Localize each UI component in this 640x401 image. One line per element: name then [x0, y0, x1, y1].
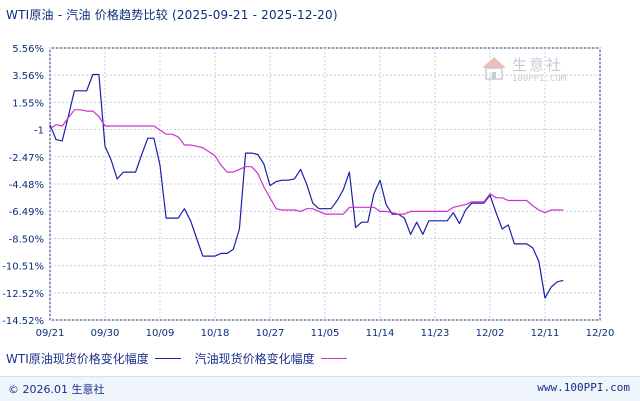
footer-copyright: © 2026.01 生意社 [8, 383, 105, 396]
chart-title: WTI原油 - 汽油 价格趋势比较 (2025-09-21 - 2025-12-… [6, 6, 338, 23]
chart-date-range: (2025-09-21 - 2025-12-20) [171, 8, 338, 22]
legend-swatch-gasoline [320, 358, 347, 359]
x-tick-label: 10/18 [201, 328, 230, 339]
y-tick-label: 5.56% [12, 44, 44, 55]
watermark: 生意社 100PPI.COM [480, 52, 590, 92]
series-line-gasoline [49, 109, 564, 215]
x-tick-label: 12/11 [531, 328, 560, 339]
watermark-url: 100PPI.COM [512, 74, 567, 84]
y-tick-label: -4.48% [9, 180, 44, 191]
x-tick-label: 09/21 [36, 328, 65, 339]
x-tick-label: 10/09 [146, 328, 175, 339]
y-tick-label: -2.47% [9, 153, 44, 164]
x-tick-label: 11/23 [421, 328, 450, 339]
watermark-name: 生意社 [512, 56, 564, 74]
y-tick-label: -1 [34, 126, 44, 137]
x-tick-label: 11/14 [366, 328, 395, 339]
y-tick-label: -14.52% [2, 316, 44, 327]
legend-swatch-wti [154, 358, 181, 359]
y-tick-label: -10.51% [2, 262, 44, 273]
x-tick-label: 12/20 [586, 328, 615, 339]
chart-legend: WTI原油现货价格变化幅度 汽油现货价格变化幅度 [6, 350, 357, 367]
legend-label-wti: WTI原油现货价格变化幅度 [6, 352, 149, 366]
legend-item-wti: WTI原油现货价格变化幅度 [6, 350, 181, 367]
x-tick-label: 09/30 [91, 328, 120, 339]
footer-bar: © 2026.01 生意社 www.100PPI.com [0, 376, 640, 401]
y-tick-label: -8.50% [9, 234, 44, 245]
y-tick-label: 3.56% [12, 71, 44, 82]
x-tick-label: 12/02 [476, 328, 505, 339]
series-line-wti [49, 73, 564, 299]
chart-title-text: WTI原油 - 汽油 价格趋势比较 [6, 8, 168, 22]
x-tick-label: 10/27 [256, 328, 285, 339]
y-tick-label: -6.49% [9, 207, 44, 218]
legend-label-gasoline: 汽油现货价格变化幅度 [194, 352, 315, 366]
x-tick-label: 11/05 [311, 328, 340, 339]
legend-item-gasoline: 汽油现货价格变化幅度 [195, 350, 347, 367]
y-tick-label: -12.52% [2, 289, 44, 300]
footer-site-link[interactable]: www.100PPI.com [537, 381, 630, 394]
y-tick-label: 1.55% [12, 98, 44, 109]
